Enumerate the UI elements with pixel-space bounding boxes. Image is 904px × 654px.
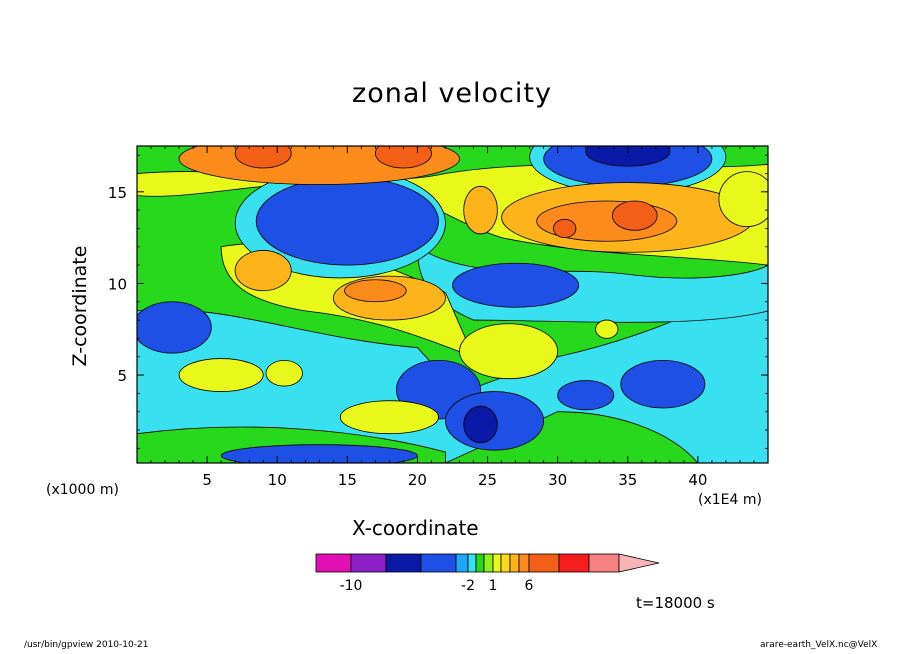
contour-region-4 [452, 262, 580, 308]
colorbar-tick-label: -10 [340, 578, 363, 594]
x-tick-label: 15 [338, 471, 357, 489]
colorbar-swatch [467, 553, 477, 573]
x-tick-label: 20 [408, 471, 427, 489]
contour-region-3 [585, 146, 671, 167]
y-tick-label: 5 [117, 367, 127, 385]
contour-region-20 [611, 200, 658, 231]
x-tick-label: 40 [688, 471, 707, 489]
colorbar-tick-label: 6 [525, 578, 534, 594]
contour-region-11 [463, 405, 498, 444]
footer-command: /usr/bin/gpview 2010-10-21 [24, 640, 149, 650]
x-tick-label: 5 [202, 471, 212, 489]
x-scale-label: (x1000 m) [46, 482, 119, 498]
x-tick-label: 25 [478, 471, 497, 489]
colorbar-swatch [528, 553, 560, 573]
contour-region-6 [620, 359, 706, 409]
colorbar-swatch [350, 553, 387, 573]
x-tick-label: 30 [548, 471, 567, 489]
colorbar-tick-label: -2 [461, 578, 475, 594]
colorbar-swatch [385, 553, 422, 573]
contour-region-10 [220, 444, 418, 463]
colorbar-swatch [558, 553, 590, 573]
x-axis-label: X-coordinate [352, 516, 479, 540]
colorbar-swatch [518, 553, 530, 573]
y-axis-label: Z-coordinate [69, 245, 91, 367]
contour-region-7 [557, 380, 615, 411]
contour-region-13 [344, 279, 407, 303]
y-tick-label: 10 [108, 275, 127, 293]
colorbar-swatch [588, 553, 620, 573]
contour-region-5 [137, 301, 212, 354]
contour-region-22 [463, 185, 498, 235]
contour-region-23 [178, 358, 264, 392]
plot-area [137, 146, 768, 463]
colorbar-swatch [500, 553, 511, 573]
footer-source: arare-earth_VelX.nc@VelX [760, 640, 878, 650]
contour-region-27 [595, 319, 619, 339]
contour-region-24 [459, 323, 559, 380]
plot-frame [136, 145, 769, 464]
colorbar: -10 -2 1 6 [315, 553, 660, 594]
colorbar-swatch [420, 553, 457, 573]
contour-region-25 [339, 400, 439, 435]
contour-region-28 [718, 171, 768, 228]
x-unit-label: (x1E4 m) [698, 492, 762, 508]
colorbar-swatch [315, 553, 352, 573]
colorbar-swatch [492, 553, 502, 573]
colorbar-swatch [455, 553, 469, 573]
contour-region-17 [374, 146, 432, 169]
contour-region-16 [234, 146, 292, 169]
time-label: t=18000 s [636, 594, 715, 612]
colorbar-swatch [483, 553, 494, 573]
x-tick-label: 10 [268, 471, 287, 489]
y-tick-label: 15 [108, 184, 127, 202]
contour-region-26 [265, 359, 303, 387]
chart-title: zonal velocity [352, 78, 552, 109]
colorbar-swatch [475, 553, 485, 573]
x-tick-label: 35 [618, 471, 637, 489]
contour-region-14 [234, 250, 292, 292]
colorbar-tick-label: 1 [489, 578, 498, 594]
contour-region-1 [255, 176, 439, 266]
contour-region-21 [553, 218, 577, 239]
colorbar-extend-arrow [618, 553, 660, 573]
colorbar-swatch [509, 553, 520, 573]
